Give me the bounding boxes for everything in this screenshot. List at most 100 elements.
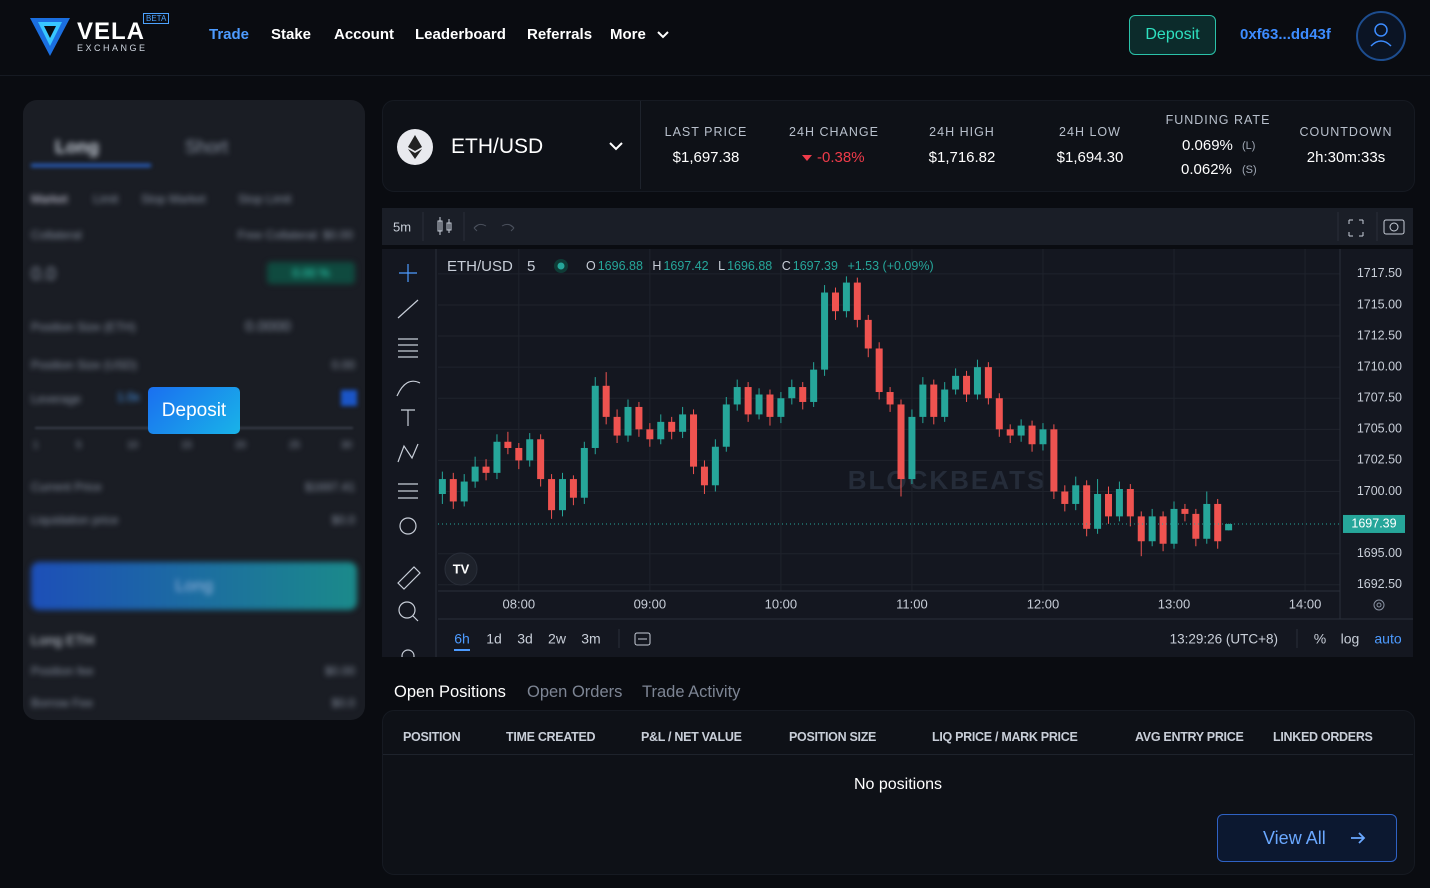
tv-logo[interactable] bbox=[444, 552, 478, 586]
candle-body bbox=[711, 446, 719, 486]
undo[interactable] bbox=[473, 223, 487, 232]
price-chart: 5m BLOCKBEATS ETH/USD 5 O 1696.88 H 1697.4… bbox=[382, 208, 1413, 657]
label: Borrow Fee bbox=[31, 696, 94, 710]
candle-body bbox=[1203, 503, 1211, 539]
deposit-popup[interactable]: Deposit bbox=[148, 387, 240, 434]
settings-icon[interactable] bbox=[1373, 599, 1385, 611]
pair[interactable]: ETH/USD bbox=[451, 135, 544, 158]
candle-body bbox=[515, 447, 523, 461]
funding-long: 0.069% bbox=[1182, 137, 1233, 154]
value: $0.00 bbox=[324, 664, 355, 678]
tab[interactable]: Short bbox=[185, 137, 229, 157]
label: Position Size (ETH) bbox=[31, 320, 136, 334]
tab[interactable]: Open Positions bbox=[394, 683, 506, 701]
order-type[interactable]: Stop Market bbox=[141, 192, 206, 206]
chevron[interactable] bbox=[608, 139, 624, 153]
candle-body bbox=[1181, 508, 1189, 514]
candle-body bbox=[963, 375, 971, 395]
candle-body bbox=[1050, 429, 1058, 492]
candle-body bbox=[810, 369, 818, 402]
value: 0.00 bbox=[331, 358, 355, 372]
nav-link[interactable]: Referrals bbox=[527, 26, 593, 43]
candle-icon[interactable] bbox=[437, 217, 452, 235]
tab[interactable]: Long bbox=[55, 137, 99, 157]
drawing-tools[interactable] bbox=[396, 264, 421, 657]
deposit-button[interactable]: Deposit bbox=[1129, 15, 1216, 55]
order-type[interactable]: Market bbox=[31, 192, 68, 206]
avatar[interactable] bbox=[1355, 10, 1407, 62]
legend-value: 1696.88 bbox=[727, 259, 772, 273]
y-tick-label: 1717.50 bbox=[1357, 266, 1402, 280]
wallet-address[interactable]: 0xf63...dd43f bbox=[1240, 26, 1331, 43]
scale-option[interactable]: auto bbox=[1374, 631, 1401, 647]
goto-date[interactable] bbox=[634, 632, 651, 646]
view-all-button[interactable]: View All bbox=[1217, 814, 1397, 862]
candle-body bbox=[1148, 516, 1156, 542]
funding-tag: (S) bbox=[1242, 164, 1257, 176]
screenshot[interactable] bbox=[1383, 219, 1405, 235]
fullscreen[interactable] bbox=[1348, 219, 1364, 237]
interval[interactable]: 5m bbox=[393, 219, 411, 234]
x-tick-label: 09:00 bbox=[634, 596, 667, 611]
candle-body bbox=[886, 392, 894, 405]
tab[interactable]: Trade Activity bbox=[642, 683, 741, 701]
nav-link[interactable]: Stake bbox=[271, 26, 312, 43]
checkbox[interactable] bbox=[341, 390, 357, 406]
stat-label: FUNDING RATE bbox=[1165, 113, 1271, 127]
nav-link[interactable]: More bbox=[610, 26, 646, 43]
stat-value: 2h:30m:33s bbox=[1306, 149, 1386, 166]
candle-body bbox=[668, 421, 676, 432]
status-dot bbox=[557, 262, 565, 270]
clock: 13:29:26 (UTC+8) bbox=[1170, 632, 1278, 647]
candle-body bbox=[755, 394, 763, 415]
label: Leverage bbox=[31, 392, 82, 406]
candle-body bbox=[952, 375, 960, 390]
candle-body bbox=[471, 466, 479, 482]
candle-body bbox=[777, 398, 785, 417]
candle-body bbox=[438, 479, 446, 494]
nav-link[interactable]: Trade bbox=[209, 26, 250, 43]
down-arrow bbox=[802, 155, 812, 161]
y-tick-label: 1715.00 bbox=[1357, 297, 1402, 311]
toolbar bbox=[382, 208, 1413, 245]
order-type[interactable]: Limit bbox=[93, 192, 119, 206]
range-button[interactable]: 1d bbox=[486, 631, 502, 647]
value: 1.0x bbox=[117, 390, 140, 404]
candle-body bbox=[864, 319, 872, 349]
percent[interactable]: 0.00 % bbox=[267, 262, 355, 284]
candle-body bbox=[722, 404, 730, 447]
beta-badge: BETA bbox=[143, 13, 170, 24]
candle-body bbox=[1104, 493, 1112, 517]
scale-option[interactable]: log bbox=[1341, 631, 1360, 647]
nav-link[interactable]: Account bbox=[334, 26, 394, 43]
redo[interactable] bbox=[501, 223, 515, 232]
range-button[interactable]: 3m bbox=[581, 631, 600, 647]
mark: 20 bbox=[235, 440, 247, 451]
range-button[interactable]: 2w bbox=[548, 631, 567, 647]
scale-option[interactable]: % bbox=[1314, 631, 1326, 647]
tab[interactable]: Open Orders bbox=[527, 683, 623, 701]
legend-change: +1.53 (+0.09%) bbox=[847, 259, 933, 273]
range-button[interactable]: 6h bbox=[454, 631, 470, 647]
y-tick-label: 1702.50 bbox=[1357, 453, 1402, 467]
candle-body bbox=[548, 479, 556, 511]
legend-label: C bbox=[782, 259, 791, 273]
input[interactable]: 0.0 bbox=[31, 264, 57, 284]
candle-body bbox=[842, 282, 850, 312]
funding-short: 0.062% bbox=[1181, 161, 1232, 178]
range-button[interactable]: 3d bbox=[517, 631, 533, 647]
nav-link[interactable]: Leaderboard bbox=[415, 26, 506, 43]
candle-body bbox=[1017, 425, 1025, 436]
candle-body bbox=[1225, 523, 1233, 531]
tab-underline bbox=[31, 164, 151, 167]
submit-button[interactable]: Long bbox=[31, 562, 357, 610]
column-header: AVG ENTRY PRICE bbox=[1135, 730, 1244, 744]
x-tick-label: 10:00 bbox=[765, 596, 798, 611]
order-type[interactable]: Stop Limit bbox=[238, 192, 292, 206]
column-header: LINKED ORDERS bbox=[1273, 730, 1373, 744]
candle-body bbox=[690, 414, 698, 467]
x-tick-label: 08:00 bbox=[503, 596, 536, 611]
candle-body bbox=[657, 421, 665, 440]
candle-body bbox=[1159, 516, 1167, 544]
mark: 10 bbox=[127, 440, 139, 451]
